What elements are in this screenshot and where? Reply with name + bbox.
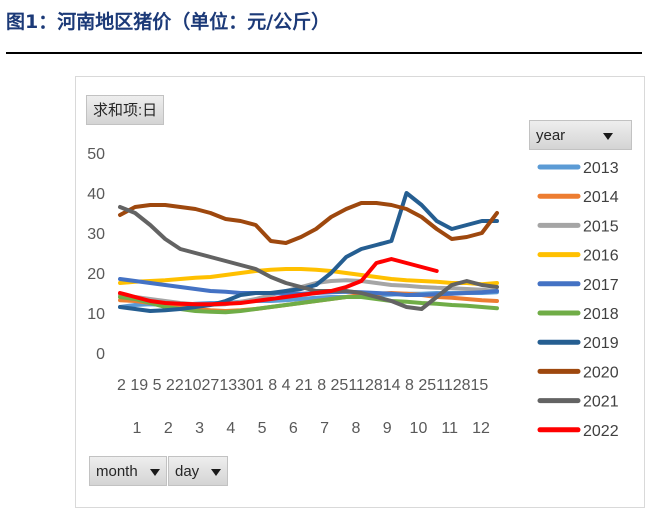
chevron-down-icon[interactable] (211, 468, 222, 476)
month-field-button[interactable]: month (89, 456, 167, 486)
legend-label-2019: 2019 (583, 335, 619, 352)
legend-label-2017: 2017 (583, 277, 619, 294)
legend-field-button[interactable]: year (529, 120, 632, 150)
legend-label-2016: 2016 (583, 248, 619, 265)
legend-label-2021: 2021 (583, 394, 619, 411)
legend-label-2022: 2022 (583, 423, 619, 440)
month-field-label: month (96, 463, 138, 480)
series-line-2021 (118, 205, 499, 311)
value-field-button[interactable]: 求和项:日 (86, 95, 165, 125)
series-line-2020 (118, 201, 499, 245)
y-tick-label: 40 (87, 186, 105, 203)
x-month-label: 2 (164, 420, 173, 437)
title-rule (6, 52, 642, 54)
x-month-label: 7 (320, 420, 329, 437)
y-tick-label: 20 (87, 266, 105, 283)
chevron-down-icon[interactable] (149, 468, 160, 476)
x-month-label: 8 (351, 420, 360, 437)
legend-label-2020: 2020 (583, 364, 619, 381)
series-line-2022 (118, 257, 439, 307)
x-month-label: 9 (383, 420, 392, 437)
y-tick-label: 0 (96, 346, 105, 363)
x-month-label: 6 (289, 420, 298, 437)
y-tick-label: 50 (87, 146, 105, 163)
y-tick-label: 30 (87, 226, 105, 243)
legend-label-2014: 2014 (583, 189, 619, 206)
x-month-label: 11 (441, 420, 458, 437)
legend-label-2013: 2013 (583, 160, 619, 177)
y-axis-ticks: 0 10 20 30 40 50 (87, 146, 105, 363)
series-line-2016 (118, 267, 499, 287)
x-month-tick-labels: 1 2 3 4 5 6 7 8 9 10 11 12 (133, 420, 490, 437)
x-month-label: 12 (472, 420, 490, 437)
day-field-button[interactable]: day (168, 456, 229, 486)
x-month-label: 10 (410, 420, 428, 437)
value-field-label: 求和项:日 (93, 102, 158, 119)
x-month-label: 5 (258, 420, 267, 437)
y-tick-label: 10 (87, 306, 105, 323)
legend: 2013 2014 2015 2016 2017 2018 2019 2020 2021 2022 (537, 160, 619, 440)
legend-label-2018: 2018 (583, 306, 619, 323)
series-lines (118, 191, 499, 315)
x-month-label: 4 (226, 420, 235, 437)
legend-field-label: year (536, 127, 566, 144)
day-field-label: day (175, 463, 200, 480)
x-day-tick-labels: 2 19 5 22102713301 8 4 21 8 25112814 8 2… (117, 377, 488, 394)
x-month-label: 3 (195, 420, 204, 437)
legend-label-2015: 2015 (583, 218, 619, 235)
figure-title: 图1：河南地区猪价（单位：元/公斤） (6, 11, 331, 33)
chevron-down-icon[interactable] (603, 132, 614, 140)
x-month-label: 1 (133, 420, 142, 437)
